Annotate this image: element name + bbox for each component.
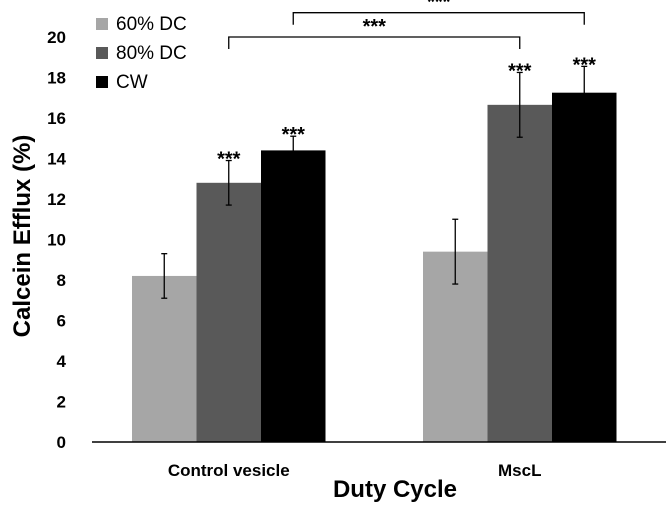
bar-cw-0 xyxy=(261,150,326,442)
bar-80-dc-1 xyxy=(487,104,552,443)
y-tick-label: 12 xyxy=(47,190,66,209)
comparison-bracket xyxy=(228,36,521,49)
y-tick-label: 6 xyxy=(57,312,66,331)
legend-swatch xyxy=(96,47,108,59)
y-tick-label: 16 xyxy=(47,109,66,128)
bars xyxy=(132,92,617,443)
y-tick-label: 0 xyxy=(57,433,66,452)
y-tick-label: 20 xyxy=(47,28,66,47)
significance-label: *** xyxy=(282,124,306,146)
legend-label: 60% DC xyxy=(116,14,187,35)
y-axis-title: Calcein Efflux (%) xyxy=(9,135,36,338)
legend-swatch xyxy=(96,76,108,88)
significance-label: *** xyxy=(217,149,241,171)
x-axis-title: Duty Cycle xyxy=(333,476,457,503)
legend-label: 80% DC xyxy=(116,43,187,64)
comparison-bracket xyxy=(292,12,585,25)
y-axis-ticks: 0 2 4 6 8 10 12 14 16 18 20 xyxy=(47,28,66,452)
legend: 60% DC 80% DC CW xyxy=(96,14,187,93)
category-labels: Control vesicle MscL xyxy=(168,461,542,480)
y-tick-label: 8 xyxy=(57,271,66,290)
y-tick-label: 2 xyxy=(57,393,66,412)
significance-label: *** xyxy=(508,60,532,82)
significance-stars: *** *** *** *** xyxy=(217,54,596,170)
bar-cw-1 xyxy=(552,92,617,442)
legend-label: CW xyxy=(116,72,148,93)
y-tick-label: 10 xyxy=(47,231,66,250)
error-bars xyxy=(161,65,588,299)
bar-60-dc-0 xyxy=(132,275,197,442)
category-label: Control vesicle xyxy=(168,461,290,480)
y-tick-label: 4 xyxy=(57,352,67,371)
comparison-label: *** xyxy=(427,0,451,14)
comparison-brackets: *** *** xyxy=(228,0,585,49)
comparison-label: *** xyxy=(363,16,387,38)
y-tick-label: 14 xyxy=(47,150,66,169)
legend-swatch xyxy=(96,18,108,30)
category-label: MscL xyxy=(498,461,541,480)
y-tick-label: 18 xyxy=(47,69,66,88)
bar-80-dc-0 xyxy=(196,182,261,443)
significance-label: *** xyxy=(573,54,597,76)
